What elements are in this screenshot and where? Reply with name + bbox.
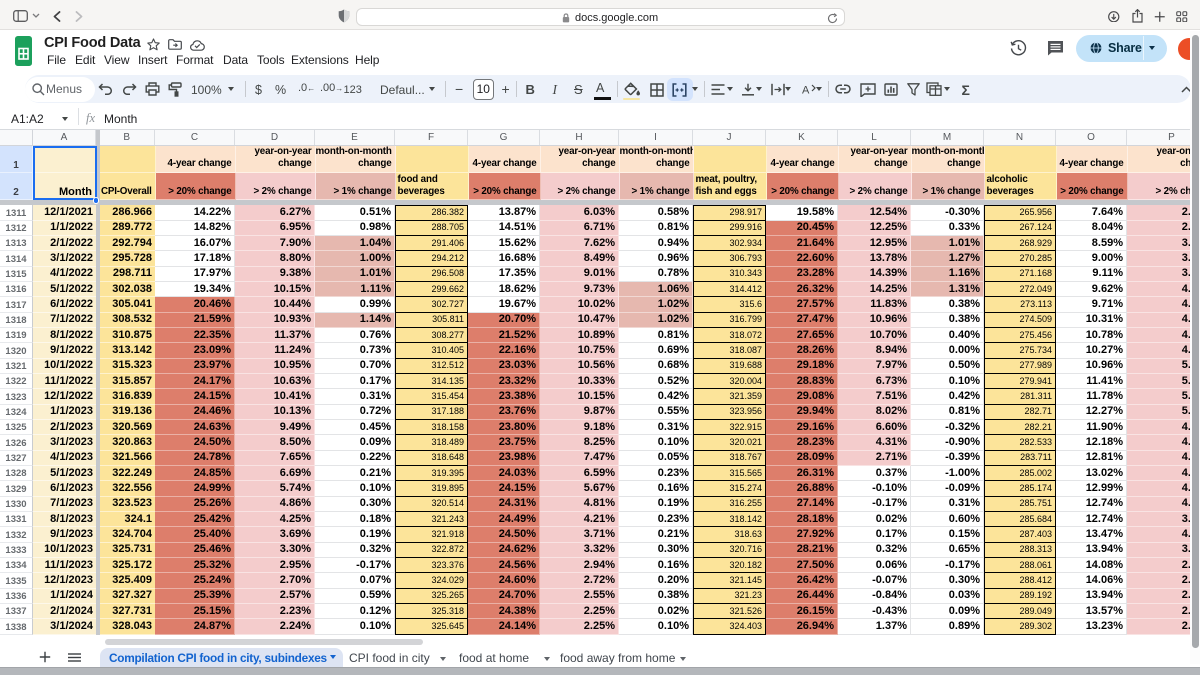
svg-text:A: A (802, 84, 810, 96)
